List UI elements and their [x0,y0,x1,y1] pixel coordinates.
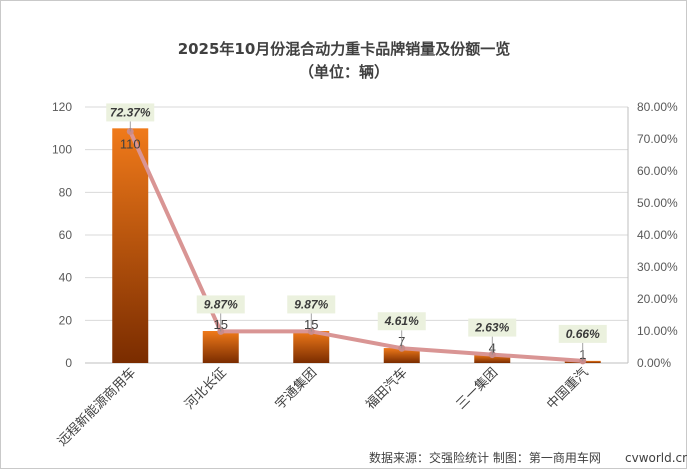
share-label-box [196,295,245,314]
share-label-box [287,295,336,314]
right-axis-tick-label: 30.00% [637,260,678,274]
share-label-box [468,318,517,337]
bar [383,348,420,363]
left-axis-tick-label: 60 [59,228,73,242]
right-axis-tick-label: 60.00% [637,164,678,178]
left-axis-tick-label: 20 [59,313,73,327]
share-label-box [558,324,607,343]
category-label: 中国重汽 [543,365,591,413]
right-axis-tick-label: 70.00% [637,132,678,146]
right-axis-tick-label: 0.00% [637,356,671,370]
right-axis-tick-label: 50.00% [637,196,678,210]
bar [293,331,330,363]
chart-title: 2025年10月份混合动力重卡品牌销量及份额一览 [178,40,511,58]
source-note: 数据来源：交强险统计 制图：第一商用车网 [369,450,601,465]
share-value-label: 9.87% [204,297,238,311]
share-value-label: 0.66% [566,327,600,341]
left-axis-tick-label: 0 [65,356,72,370]
left-axis-tick-label: 80 [59,185,73,199]
chart-subtitle: （单位：辆） [299,63,389,81]
left-axis-tick-label: 120 [52,100,72,114]
share-value-label: 2.63% [474,321,509,335]
category-label: 三一集团 [453,365,501,413]
left-axis-tick-label: 40 [59,271,73,285]
share-label-box [377,312,426,331]
category-label: 河北长征 [182,365,229,412]
category-label: 宇通集团 [272,365,320,413]
bar [474,354,511,363]
right-axis-tick-label: 80.00% [637,100,678,114]
right-axis-tick-label: 20.00% [637,292,678,306]
share-value-label: 9.87% [294,297,328,311]
bar-value-label: 110 [120,136,141,151]
right-axis-tick-label: 40.00% [637,228,678,242]
left-axis-tick-label: 100 [52,143,72,157]
watermark: cvworld.cn [625,451,687,465]
right-axis-tick-label: 10.00% [637,324,678,338]
category-label: 福田汽车 [362,365,410,413]
share-value-label: 4.61% [384,314,419,328]
bar [112,128,149,363]
bar [202,331,239,363]
share-label-box [106,103,155,122]
category-label: 远程新能源商用车 [54,365,139,450]
share-value-label: 72.37% [110,105,151,119]
